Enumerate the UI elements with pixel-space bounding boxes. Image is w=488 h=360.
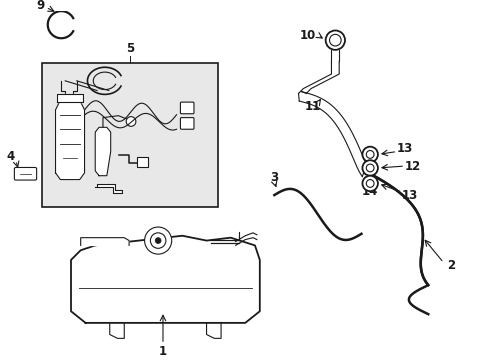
Text: 5: 5 <box>126 42 134 55</box>
Circle shape <box>144 227 171 254</box>
Polygon shape <box>95 184 122 193</box>
Text: 11: 11 <box>305 99 321 113</box>
Text: 1: 1 <box>159 345 167 359</box>
Bar <box>137 157 148 167</box>
FancyBboxPatch shape <box>180 118 194 129</box>
Text: 8: 8 <box>88 89 123 113</box>
Polygon shape <box>95 127 110 176</box>
Text: 10: 10 <box>300 29 316 42</box>
Text: 12: 12 <box>404 159 420 172</box>
Polygon shape <box>81 238 129 246</box>
Text: 6: 6 <box>147 147 167 160</box>
Text: 9: 9 <box>36 0 44 12</box>
Text: 14: 14 <box>361 185 378 198</box>
Circle shape <box>126 117 136 126</box>
Circle shape <box>155 238 161 243</box>
Polygon shape <box>71 236 259 323</box>
Circle shape <box>325 31 345 50</box>
Polygon shape <box>57 94 82 102</box>
Text: 3: 3 <box>270 171 278 184</box>
Polygon shape <box>56 100 84 180</box>
Circle shape <box>362 160 377 176</box>
Circle shape <box>362 147 377 162</box>
Text: 13: 13 <box>396 142 412 155</box>
Text: 7: 7 <box>118 181 152 194</box>
FancyBboxPatch shape <box>180 102 194 114</box>
FancyBboxPatch shape <box>14 167 37 180</box>
Text: 2: 2 <box>447 259 455 272</box>
Text: 13: 13 <box>401 189 417 202</box>
Bar <box>42 63 218 207</box>
Circle shape <box>362 176 377 191</box>
Text: 4: 4 <box>7 150 15 163</box>
